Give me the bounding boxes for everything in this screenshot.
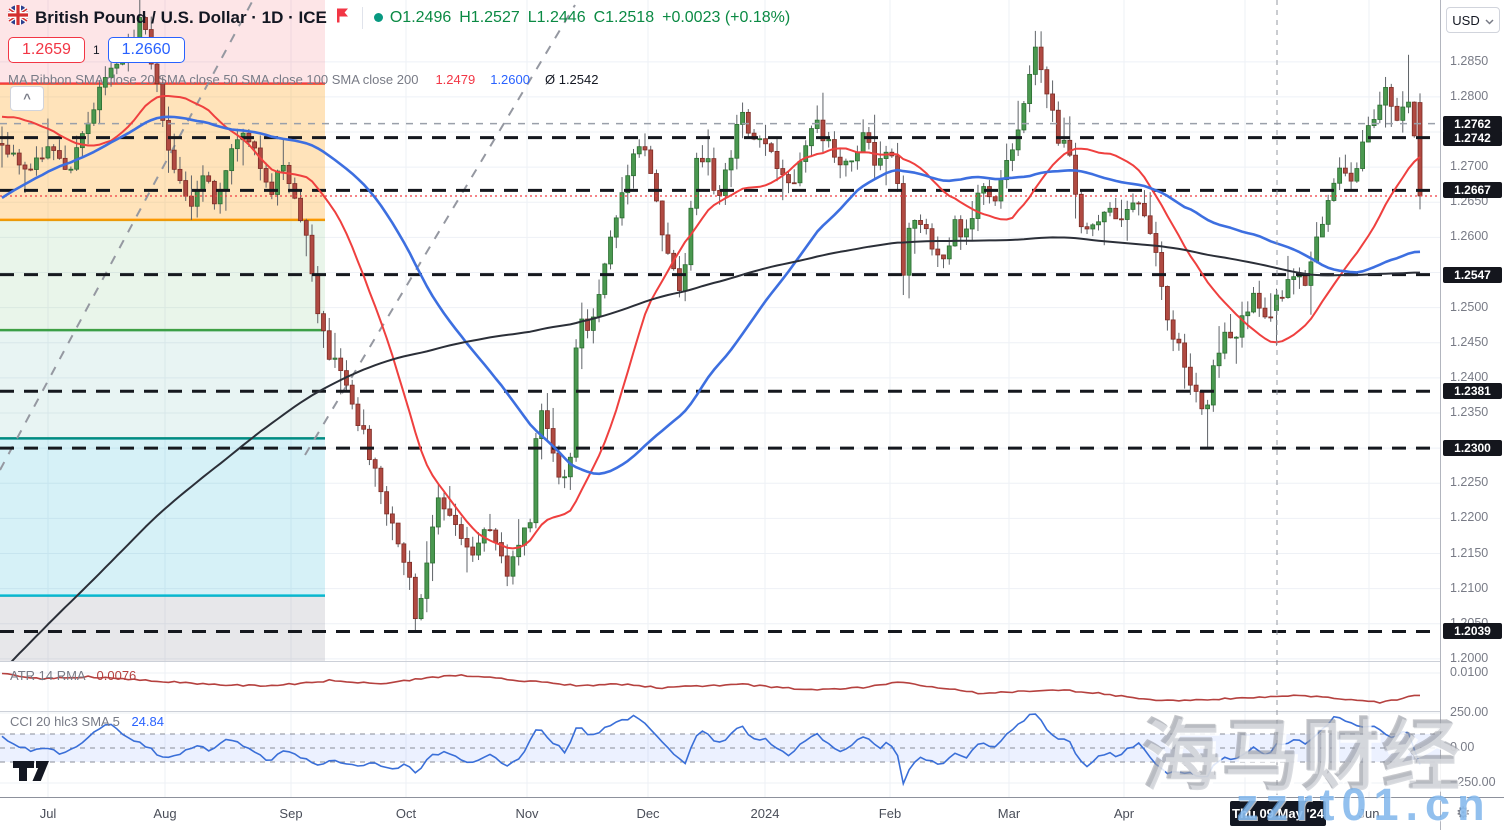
currency-label: USD [1452,12,1480,28]
price-tick-label: 1.2200 [1450,510,1489,525]
price-tick-label: 1.2250 [1450,475,1489,490]
time-axis[interactable]: JunMayAprMarFeb2024DecNovOctSepAugJul Th… [0,797,1504,830]
ma-ribbon-value-1: 1.2479 [435,72,476,87]
time-axis-label: Apr [1113,806,1135,821]
time-axis-label: Jun [1358,806,1380,821]
time-axis-label: Aug [153,806,177,821]
change-value: +0.0023 (+0.18%) [662,8,791,26]
ma-ribbon-average: Ø 1.2542 [544,72,599,87]
candlesticks [0,0,1423,633]
cci-tick-label: −250.00 [1450,775,1496,789]
time-axis-label: Jul [39,806,57,821]
time-axis-label: Mar [997,806,1021,821]
atr-value: 0.0076 [96,668,137,683]
price-tick-label: 1.2450 [1450,334,1489,349]
price-level-badge: 1.2742 [1443,129,1502,146]
price-tick-label: 1.2600 [1450,229,1489,244]
price-level-badge: 1.2039 [1443,623,1502,640]
price-tick-label: 1.2000 [1450,650,1489,665]
price-tick-label: 1.2100 [1450,580,1489,595]
price-level-badge: 1.2300 [1443,440,1502,457]
price-level-badge: 1.2381 [1443,383,1502,400]
time-axis-label: Oct [395,806,417,821]
price-tick-label: 1.2350 [1450,405,1489,420]
atr-label: ATR 14 RMA [10,668,85,683]
time-axis-label: Sep [279,806,303,821]
time-axis-label: 2024 [750,806,780,821]
ohlc-values: O1.2496 H1.2527 L1.2446 C1.2518 +0.0023 (+0.… [390,9,798,27]
cci-value: 24.84 [131,714,164,729]
time-axis-label: Nov [515,806,539,821]
cci-pane [0,733,1440,763]
watermark-chinese: 海马财经 [1142,712,1463,800]
close-value: C1.2518 [593,8,655,26]
watermark-site: zzrt01.cn [1236,779,1492,830]
price-tick-label: 1.2700 [1450,159,1489,174]
price-tick-label: 1.2850 [1450,53,1489,68]
ma-ribbon-value-2: 1.2600 [490,72,530,87]
cci-tick-label: 0.00 [1450,740,1475,754]
live-status-dot[interactable] [373,13,383,22]
chart-canvas[interactable] [0,0,1440,797]
buy-price-button[interactable]: 1.2660 [107,37,185,63]
cci-line [1,713,1421,787]
atr-line [1,672,1420,704]
price-level-badge: 1.2667 [1443,182,1502,199]
price-axis[interactable]: USD 1.2850 1.2800 1.2700 1.2650 1.2600 1.2500… [1440,0,1504,797]
symbol-title[interactable]: British Pound / U.S. Dollar · 1D · ICE [35,7,327,27]
tradingview-logo-icon[interactable] [12,760,50,787]
ma-ribbon-label: MA Ribbon SMA close 20 SMA close 50 SMA … [8,72,419,87]
price-level-badge: 1.2547 [1443,266,1502,283]
price-tick-label: 1.2400 [1450,369,1489,384]
high-value: H1.2527 [459,8,520,26]
legend-separator [361,6,363,29]
price-tick-label: 1.2150 [1450,545,1489,560]
trendlines[interactable] [0,0,576,471]
ma-ribbon-lines [1,95,1421,661]
cci-legend[interactable]: CCI 20 hlc3 SMA 5 24.84 [10,714,164,729]
price-tick-label: 1.2800 [1450,88,1489,103]
sell-price-button[interactable]: 1.2659 [8,37,85,63]
time-axis-label: Dec [636,806,660,821]
price-level-badge: 1.2762 [1443,115,1502,132]
atr-legend[interactable]: ATR 14 RMA 0.0076 [10,668,136,683]
ma-ribbon-legend[interactable]: MA Ribbon SMA close 20 SMA close 50 SMA … [8,72,798,87]
red-flag-icon[interactable] [334,7,351,29]
time-axis-label: Feb [878,806,902,821]
open-value: O1.2496 [389,8,452,26]
crosshair-date-tooltip: Thu 09 May '24 [1230,801,1326,826]
price-tick-label: 1.2500 [1450,299,1489,314]
gbp-flag-icon [7,5,29,30]
cci-tick-label: 250.00 [1450,705,1489,719]
low-value: L1.2446 [527,8,586,26]
axis-corner-separator [1440,798,1441,830]
cci-label: CCI 20 hlc3 SMA 5 [10,714,120,729]
symbol-legend: British Pound / U.S. Dollar · 1D · ICE O… [7,5,798,87]
atr-tick-label: 0.0100 [1450,665,1489,679]
spread-value: 1 [92,43,100,57]
gear-icon[interactable]: ⚙ [1456,805,1471,822]
currency-selector[interactable]: USD [1446,7,1500,33]
collapse-legend-button[interactable]: ^ [10,86,44,111]
chevron-down-icon [1485,13,1494,28]
